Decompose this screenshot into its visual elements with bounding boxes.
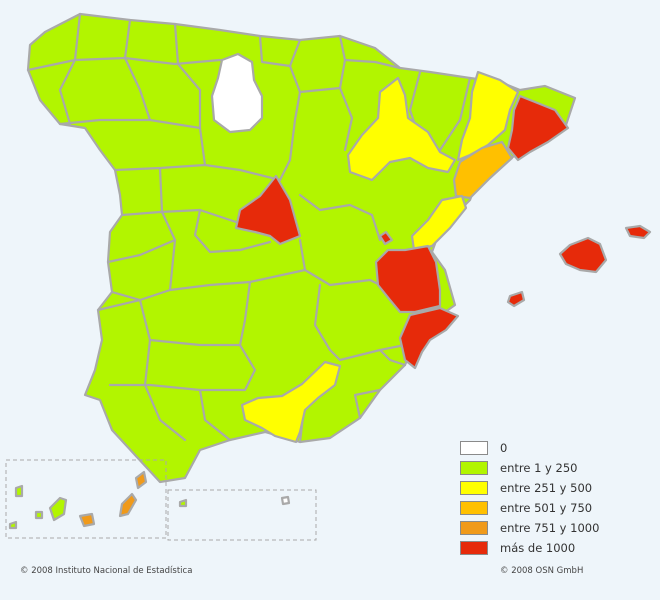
province-borders [26, 12, 472, 444]
legend-item: entre 501 y 750 [460, 498, 599, 518]
map-legend: 0 entre 1 y 250 entre 251 y 500 entre 50… [460, 438, 599, 558]
legend-label: entre 251 y 500 [500, 481, 593, 495]
province-valencia [378, 230, 394, 246]
credit-ine: © 2008 Instituto Nacional de Estadística [20, 566, 193, 576]
province-valencia-main [374, 244, 442, 314]
legend-label: entre 751 y 1000 [500, 521, 600, 535]
legend-swatch [460, 501, 488, 515]
legend-item: más de 1000 [460, 538, 599, 558]
ceuta-melilla-inset-frame [167, 489, 317, 541]
legend-swatch [460, 521, 488, 535]
legend-swatch [460, 541, 488, 555]
legend-swatch [460, 461, 488, 475]
province-jaen-granada [240, 360, 342, 444]
legend-label: más de 1000 [500, 541, 576, 555]
island-ibiza [506, 290, 526, 308]
province-tarragona [452, 140, 514, 200]
legend-item: entre 751 y 1000 [460, 518, 599, 538]
legend-label: 0 [500, 441, 508, 455]
island-menorca [624, 224, 652, 240]
legend-item: entre 1 y 250 [460, 458, 599, 478]
credit-osn: © 2008 OSN GmbH [500, 566, 584, 576]
canary-islands [8, 470, 291, 530]
province-barcelona-girona [506, 94, 570, 162]
province-navarra-zaragoza [346, 76, 457, 182]
legend-swatch [460, 481, 488, 495]
province-madrid [234, 174, 302, 246]
canary-inset-frame [5, 459, 167, 539]
province-palencia [210, 52, 264, 134]
legend-swatch [460, 441, 488, 455]
province-castellon [410, 194, 468, 252]
legend-item: entre 251 y 500 [460, 478, 599, 498]
legend-label: entre 1 y 250 [500, 461, 578, 475]
legend-item: 0 [460, 438, 599, 458]
province-alicante-murcia [398, 306, 460, 370]
legend-label: entre 501 y 750 [500, 501, 593, 515]
island-mallorca [558, 236, 608, 274]
